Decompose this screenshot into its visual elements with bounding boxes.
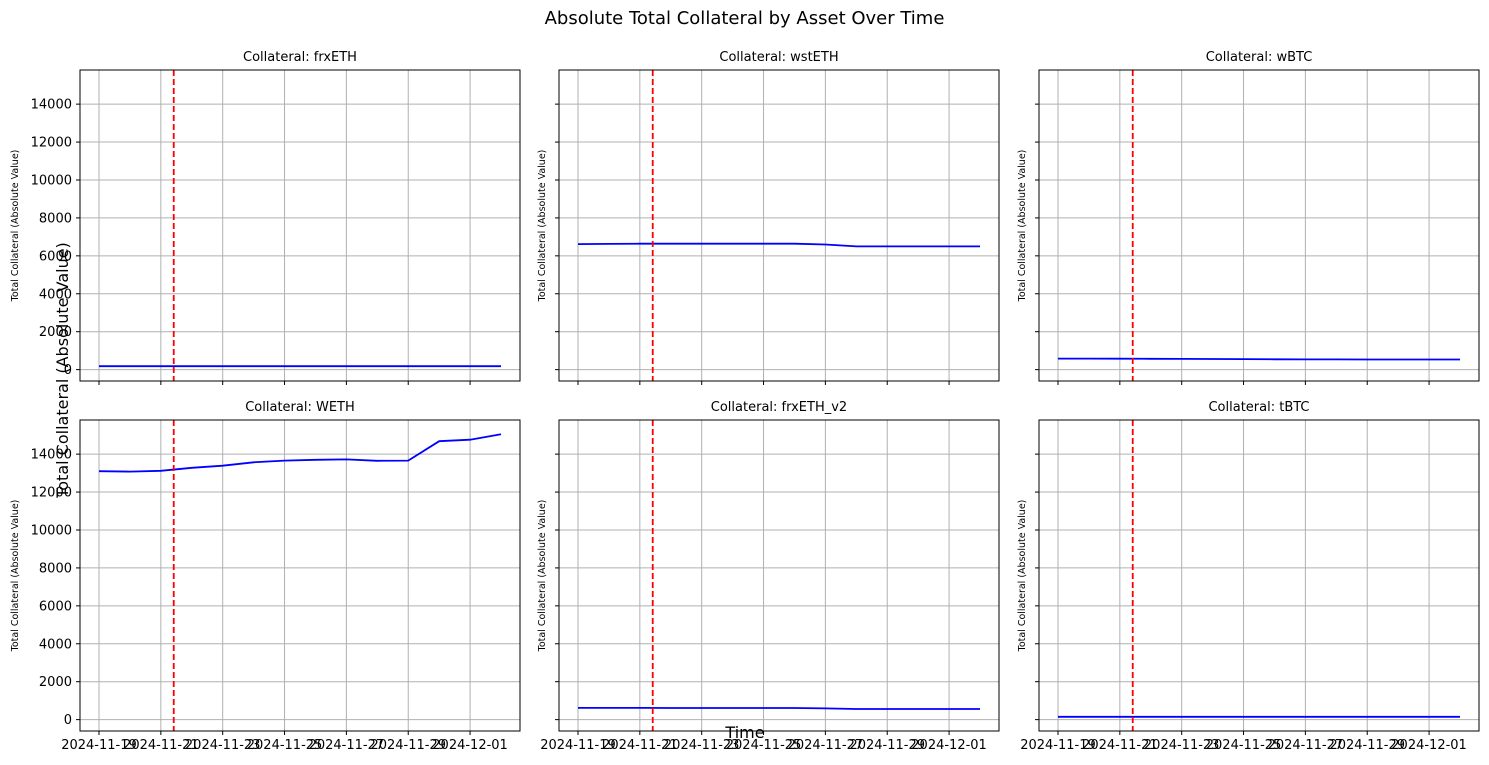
subplot: 2024-11-192024-11-212024-11-232024-11-25… xyxy=(10,400,521,753)
x-tick-label: 2024-12-01 xyxy=(1391,738,1467,753)
y-tick-label: 2000 xyxy=(39,325,72,340)
subplot-ylabel: Total Collateral (Absolute Value) xyxy=(10,150,21,303)
x-tick-label: 2024-11-19 xyxy=(61,738,137,753)
axes-frame xyxy=(558,419,1000,732)
series-line xyxy=(1058,357,1460,361)
y-tick-label: 12000 xyxy=(31,486,72,501)
subplot-title: Collateral: tBTC xyxy=(1208,400,1309,415)
subplot-title: Collateral: wstETH xyxy=(719,50,838,65)
subplot-ylabel: Total Collateral (Absolute Value) xyxy=(537,150,548,303)
axes-frame xyxy=(1038,419,1480,732)
figure-title: Absolute Total Collateral by Asset Over … xyxy=(545,8,945,29)
y-tick-label: 8000 xyxy=(39,211,72,226)
subplot-ylabel: Total Collateral (Absolute Value) xyxy=(1017,500,1028,653)
subplot-title: Collateral: WETH xyxy=(245,400,355,415)
axes-frame xyxy=(79,419,521,732)
x-tick-label: 2024-11-23 xyxy=(185,738,261,753)
subplot-ylabel: Total Collateral (Absolute Value) xyxy=(1017,150,1028,303)
subplot: 2024-11-192024-11-212024-11-232024-11-25… xyxy=(537,400,1000,753)
y-tick-label: 14000 xyxy=(31,448,72,463)
x-tick-label: 2024-11-29 xyxy=(370,738,446,753)
x-tick-label: 2024-11-19 xyxy=(1020,738,1096,753)
x-tick-label: 2024-11-29 xyxy=(849,738,925,753)
x-tick-label: 2024-11-21 xyxy=(602,738,678,753)
x-tick-label: 2024-11-27 xyxy=(1268,738,1344,753)
figure-xlabel: Time xyxy=(724,723,764,742)
y-tick-label: 10000 xyxy=(31,173,72,188)
subplot-ylabel: Total Collateral (Absolute Value) xyxy=(10,500,21,653)
x-tick-label: 2024-11-19 xyxy=(540,738,616,753)
y-tick-label: 6000 xyxy=(39,599,72,614)
y-tick-label: 0 xyxy=(64,713,72,728)
x-tick-label: 2024-11-25 xyxy=(247,738,323,753)
x-tick-label: 2024-11-23 xyxy=(664,738,740,753)
axes-frame xyxy=(558,69,1000,382)
panels: 0 2000 4000 6000 8000 10000 12000 14000 Collater… xyxy=(10,50,1480,753)
x-tick-label: 2024-11-21 xyxy=(1082,738,1158,753)
subplot-title: Collateral: wBTC xyxy=(1206,50,1313,65)
subplot-ylabel: Total Collateral (Absolute Value) xyxy=(537,500,548,653)
x-tick-label: 2024-11-27 xyxy=(788,738,864,753)
y-tick-label: 4000 xyxy=(39,637,72,652)
y-tick-label: 12000 xyxy=(31,136,72,151)
x-tick-label: 2024-12-01 xyxy=(911,738,987,753)
y-tick-label: 2000 xyxy=(39,675,72,690)
x-tick-label: 2024-12-01 xyxy=(432,738,508,753)
subplot: Collateral: wBTC Total Collateral (Absolu… xyxy=(1017,50,1480,385)
series-line xyxy=(577,242,980,248)
series-line xyxy=(578,707,980,710)
x-tick-label: 2024-11-21 xyxy=(123,738,199,753)
figure-ylabel: Total Collateral (Absolute Value) xyxy=(53,242,72,499)
axes-frame xyxy=(1038,69,1480,382)
x-tick-label: 2024-11-29 xyxy=(1329,738,1405,753)
x-tick-label: 2024-11-27 xyxy=(309,738,385,753)
y-tick-label: 0 xyxy=(64,363,72,378)
subplot-title: Collateral: frxETH_v2 xyxy=(711,400,847,415)
axes-frame xyxy=(79,69,521,382)
series-line xyxy=(98,433,502,473)
x-tick-label: 2024-11-23 xyxy=(1144,738,1220,753)
y-tick-label: 8000 xyxy=(39,561,72,576)
y-tick-label: 6000 xyxy=(39,249,72,264)
subplot: Collateral: wstETH Total Collateral (Abso… xyxy=(537,50,1000,385)
subplot-title: Collateral: frxETH xyxy=(243,50,357,65)
subplot: 2024-11-192024-11-212024-11-232024-11-25… xyxy=(1017,400,1480,753)
subplot: 0 2000 4000 6000 8000 10000 12000 14000 Collater… xyxy=(10,50,521,385)
y-tick-label: 10000 xyxy=(31,523,72,538)
y-tick-label: 14000 xyxy=(31,98,72,113)
x-tick-label: 2024-11-25 xyxy=(1206,738,1282,753)
y-tick-label: 4000 xyxy=(39,287,72,302)
x-tick-label: 2024-11-25 xyxy=(726,738,802,753)
